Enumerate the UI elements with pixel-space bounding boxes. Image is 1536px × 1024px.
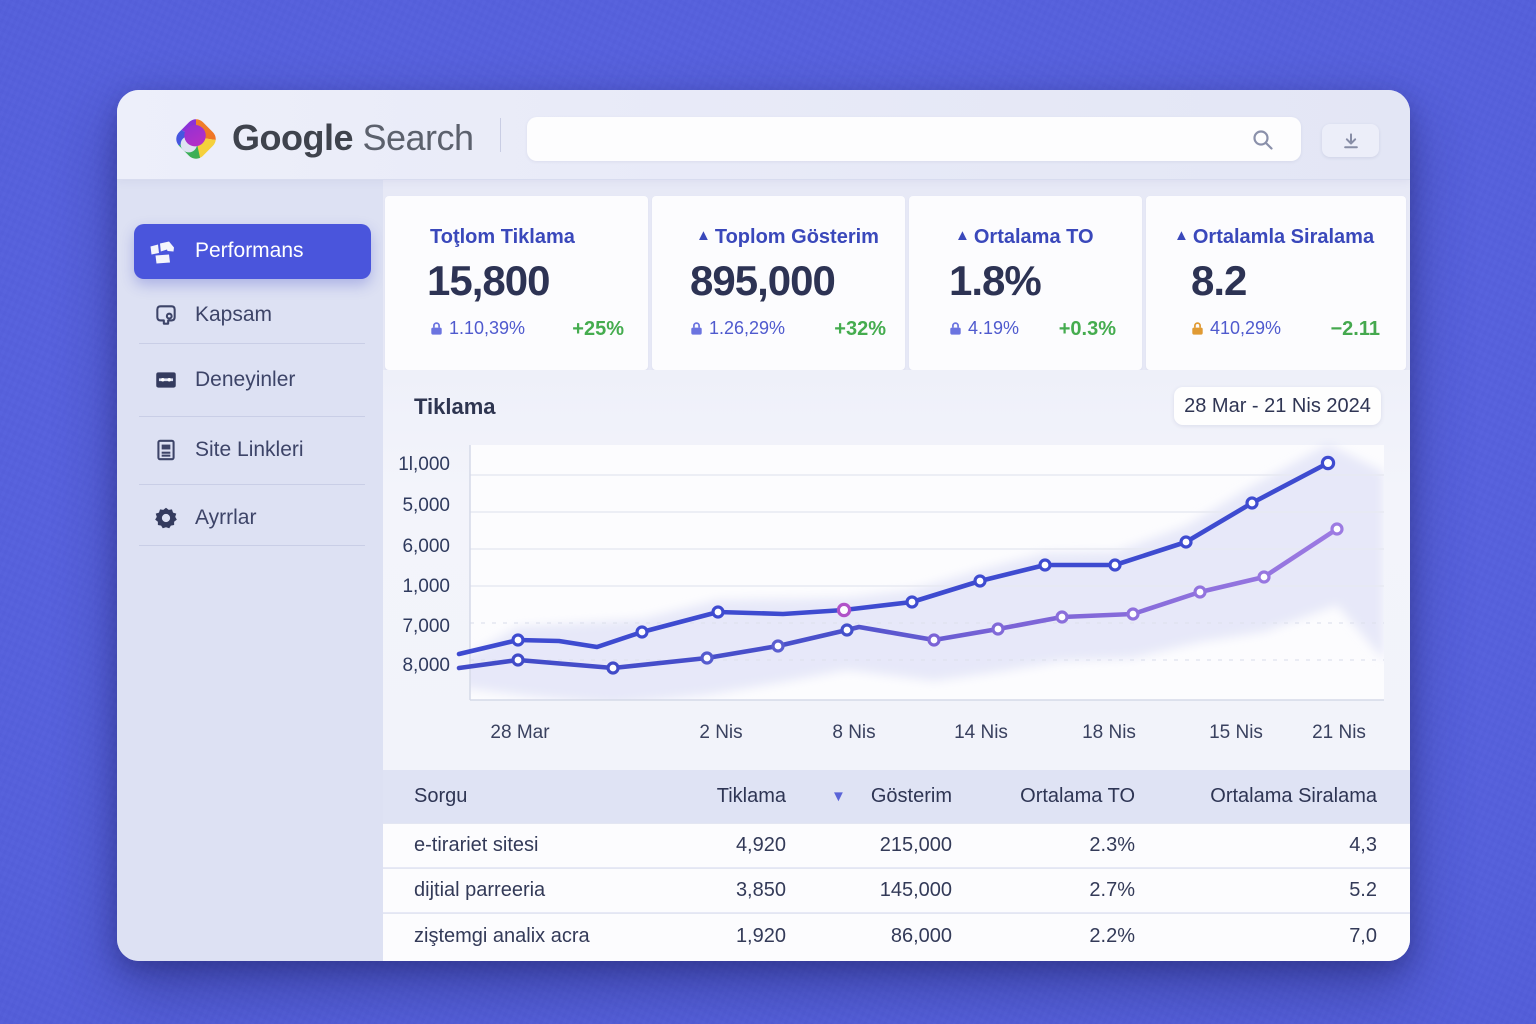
svg-text:2 Nis: 2 Nis: [699, 722, 742, 743]
svg-text:7,000: 7,000: [402, 616, 450, 637]
svg-text:21 Nis: 21 Nis: [1312, 722, 1366, 743]
svg-text:1l,000: 1l,000: [398, 454, 450, 475]
svg-text:18 Nis: 18 Nis: [1082, 722, 1136, 743]
svg-text:28 Mar: 28 Mar: [490, 722, 550, 743]
svg-text:15 Nis: 15 Nis: [1209, 722, 1263, 743]
svg-text:1,000: 1,000: [402, 576, 450, 597]
svg-text:14 Nis: 14 Nis: [954, 722, 1008, 743]
svg-text:5,000: 5,000: [402, 495, 450, 516]
svg-text:8 Nis: 8 Nis: [832, 722, 875, 743]
svg-text:6,000: 6,000: [402, 536, 450, 557]
svg-text:8,000: 8,000: [402, 655, 450, 676]
